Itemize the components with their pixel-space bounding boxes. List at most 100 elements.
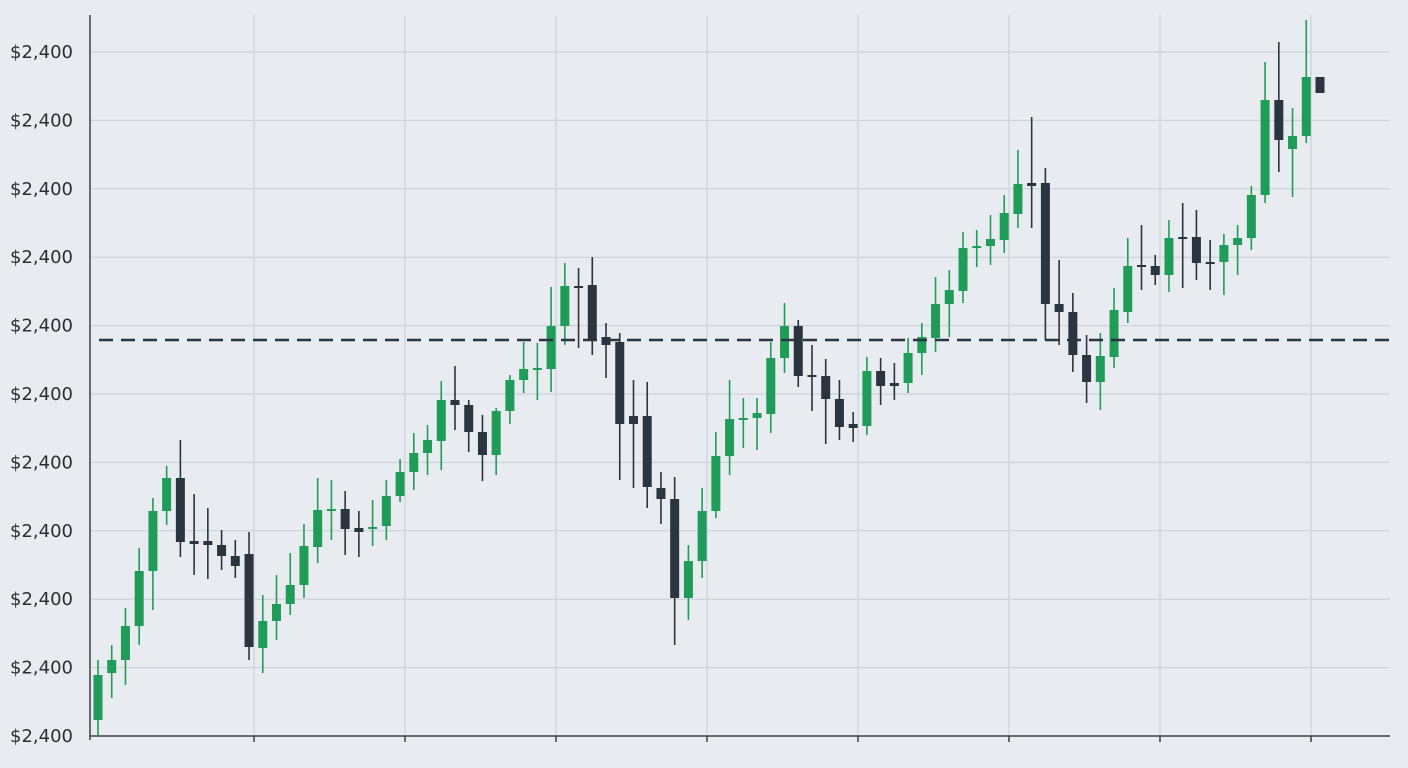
candle-body <box>491 411 501 455</box>
candle-body <box>725 419 735 456</box>
candle-body <box>821 376 831 399</box>
candle-body <box>175 478 185 542</box>
candle-body <box>1082 355 1092 382</box>
candle-body <box>793 326 803 376</box>
candle-body <box>780 326 790 358</box>
candle-body <box>628 416 638 424</box>
candle-body <box>670 499 680 598</box>
candle-body <box>985 239 995 246</box>
candle-body <box>1095 356 1105 382</box>
candle-body <box>697 511 707 561</box>
candle-body <box>271 604 281 621</box>
candle-body <box>203 541 213 545</box>
y-tick-label: $2,400 <box>10 521 73 542</box>
candle-body <box>807 375 817 377</box>
candle-body <box>1246 195 1256 238</box>
candle-body <box>162 478 172 511</box>
candle-body <box>409 453 419 472</box>
candle-body <box>944 290 954 304</box>
candle-body <box>134 571 144 626</box>
candle-body <box>848 424 858 428</box>
candle-body <box>972 246 982 248</box>
candle-body <box>931 304 941 338</box>
candle-body <box>1260 100 1270 195</box>
y-tick-label: $2,400 <box>10 179 73 200</box>
candle-body <box>889 383 899 386</box>
candle-body <box>1301 77 1311 136</box>
candle-body <box>505 380 515 411</box>
candle-body <box>313 510 323 547</box>
y-tick-label: $2,400 <box>10 589 73 610</box>
candle-body <box>1219 245 1229 262</box>
y-tick-label: $2,400 <box>10 658 73 679</box>
candle-body <box>532 368 542 370</box>
candle-body <box>244 554 254 647</box>
candle-body <box>519 369 529 380</box>
candle-body <box>189 541 199 544</box>
candle-body <box>862 371 872 426</box>
candle-body <box>546 326 556 369</box>
candle-body <box>340 509 350 529</box>
candle-body <box>738 418 748 420</box>
candle-body <box>93 675 103 720</box>
candle-body <box>1054 304 1064 312</box>
candle-body <box>903 353 913 383</box>
candle-body <box>368 527 378 529</box>
candle-body <box>752 413 762 418</box>
candle-body <box>477 432 487 455</box>
candle-body <box>1164 238 1174 275</box>
candle-body <box>766 358 776 414</box>
candle-body <box>217 545 227 556</box>
candle-body <box>1137 265 1147 267</box>
candle-body <box>1068 312 1078 355</box>
candle-body <box>683 561 693 598</box>
candle-body <box>423 440 433 453</box>
candle-body <box>464 405 474 432</box>
candle-body <box>656 488 666 499</box>
candle-body <box>1274 100 1284 140</box>
candle-body <box>436 400 446 441</box>
candle-body <box>1027 183 1037 186</box>
candle-body <box>917 337 927 353</box>
candle-body <box>1040 183 1050 304</box>
candle-body <box>299 546 309 585</box>
candle-body <box>285 585 295 604</box>
candle-body <box>1150 266 1160 275</box>
candle-body <box>258 621 268 648</box>
candle-body <box>1178 237 1188 239</box>
candle-body <box>148 511 158 571</box>
candle-body <box>1013 184 1023 214</box>
candle-body <box>1109 310 1119 357</box>
y-tick-label: $2,400 <box>10 452 73 473</box>
candle-body <box>230 556 240 566</box>
candle-body <box>1205 262 1215 264</box>
candle-body <box>642 416 652 487</box>
y-tick-label: $2,400 <box>10 384 73 405</box>
candle-body <box>1315 77 1325 93</box>
y-tick-label: $2,400 <box>10 110 73 131</box>
y-tick-label: $2,400 <box>10 726 73 747</box>
candle-body <box>120 626 130 660</box>
candle-body <box>574 286 584 288</box>
candle-body <box>1123 266 1133 312</box>
candle-body <box>381 496 391 526</box>
candle-body <box>354 528 364 532</box>
y-tick-label: $2,400 <box>10 316 73 337</box>
candle-body <box>326 509 336 511</box>
candle-body <box>711 456 721 511</box>
candle-body <box>1288 136 1298 149</box>
candle-body <box>560 286 570 326</box>
candle-body <box>958 248 968 291</box>
candle-body <box>450 400 460 405</box>
candle-body <box>1191 237 1201 263</box>
candle-body <box>395 472 405 496</box>
y-tick-label: $2,400 <box>10 42 73 63</box>
y-tick-label: $2,400 <box>10 247 73 268</box>
candle-body <box>999 213 1009 240</box>
candle-body <box>1233 238 1243 245</box>
candle-body <box>615 342 625 424</box>
candle-body <box>834 399 844 427</box>
candle-body <box>107 660 117 673</box>
